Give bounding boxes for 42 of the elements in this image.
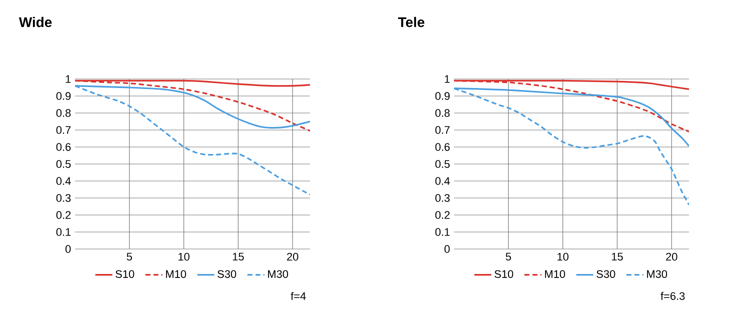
y-tick-label: 0.7 bbox=[435, 126, 450, 134]
x-tick-label: 5 bbox=[506, 252, 511, 260]
y-tick-label: 0.9 bbox=[56, 92, 71, 100]
x-tick-label: 10 bbox=[558, 252, 568, 261]
y-tick-label: 0.7 bbox=[56, 126, 71, 134]
chart-title: Wide bbox=[18, 16, 52, 28]
legend-label: M30 bbox=[268, 270, 288, 278]
y-tick-label: 1 bbox=[444, 75, 450, 83]
legend-label: S10 bbox=[116, 270, 134, 278]
y-tick-label: 0.1 bbox=[56, 228, 71, 236]
chart-title: Tele bbox=[398, 16, 424, 28]
y-tick-label: 0.8 bbox=[56, 109, 71, 117]
y-tick-label: 0.5 bbox=[435, 160, 450, 168]
text: f=4 bbox=[290, 292, 306, 300]
y-tick-label: 0 bbox=[444, 245, 450, 253]
legend-label: M30 bbox=[647, 270, 668, 278]
y-tick-label: 0.4 bbox=[56, 177, 71, 185]
y-tick-label: 0.3 bbox=[435, 194, 450, 202]
y-tick-label: 0.2 bbox=[435, 211, 450, 219]
y-tick-label: 0.6 bbox=[435, 143, 450, 151]
x-tick-label: 5 bbox=[126, 252, 132, 260]
y-tick-label: 0.1 bbox=[435, 228, 450, 236]
text: f=6.3 bbox=[660, 292, 685, 300]
y-tick-label: 0.3 bbox=[56, 194, 71, 202]
y-tick-label: 0.9 bbox=[435, 92, 450, 100]
legend-label: S10 bbox=[494, 270, 514, 278]
legend-label: S30 bbox=[218, 270, 236, 278]
y-tick-label: 0.2 bbox=[56, 211, 71, 219]
y-tick-label: 0 bbox=[65, 245, 71, 253]
legend-label: M10 bbox=[545, 270, 566, 278]
y-tick-label: 0.5 bbox=[56, 160, 71, 168]
x-tick-label: 10 bbox=[178, 252, 190, 261]
legend-label: M10 bbox=[166, 270, 186, 278]
x-tick-label: 15 bbox=[612, 252, 623, 260]
x-tick-label: 20 bbox=[287, 252, 298, 261]
x-tick-label: 20 bbox=[666, 252, 678, 261]
x-tick-label: 15 bbox=[232, 252, 244, 260]
y-tick-label: 0.6 bbox=[56, 143, 71, 151]
y-tick-label: 0.8 bbox=[435, 109, 450, 117]
legend-label: S30 bbox=[596, 270, 616, 278]
y-tick-label: 0.4 bbox=[435, 177, 450, 185]
y-tick-label: 1 bbox=[66, 75, 71, 83]
